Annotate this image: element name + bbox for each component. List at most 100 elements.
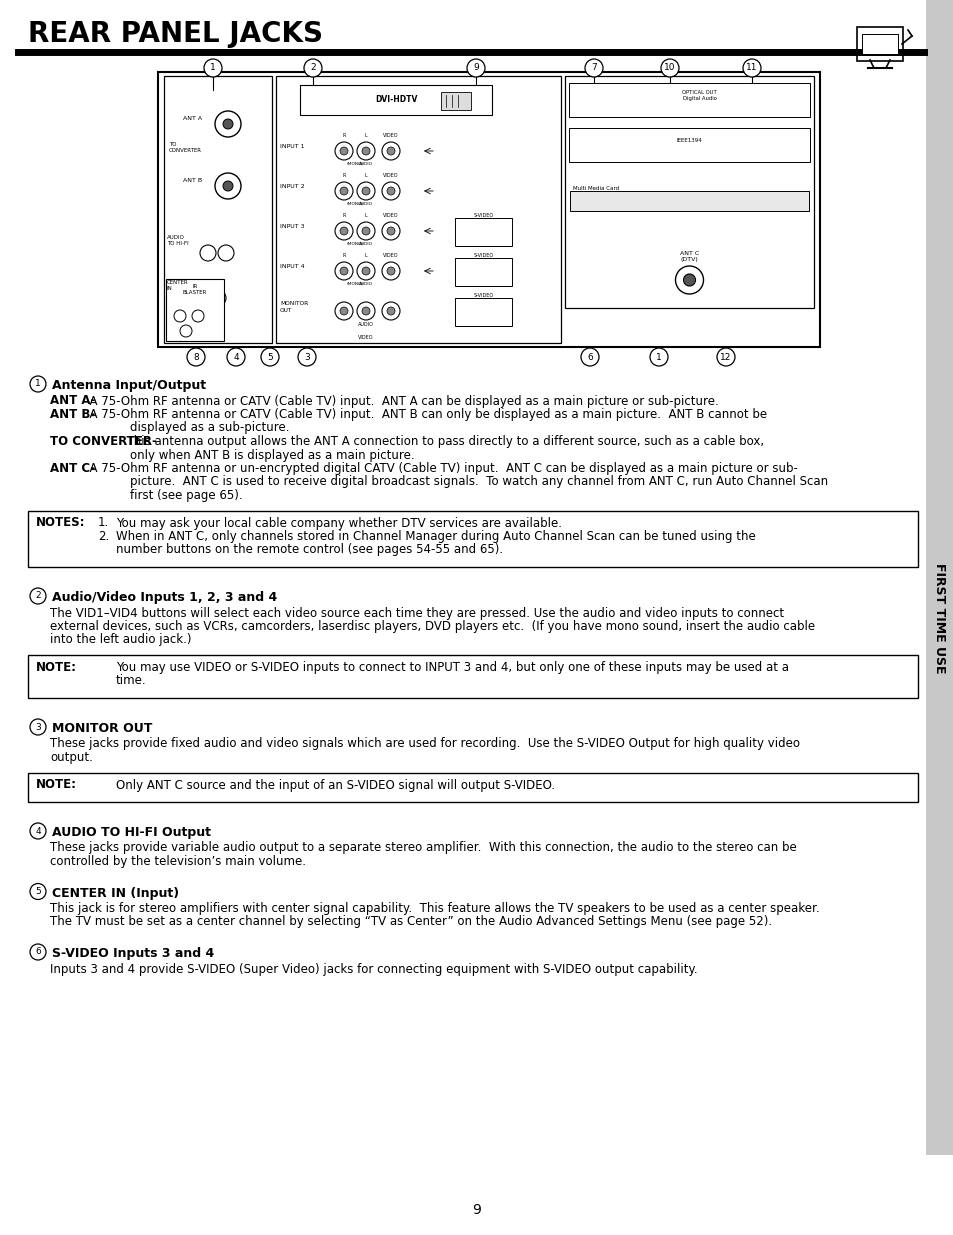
- FancyBboxPatch shape: [275, 77, 560, 343]
- Circle shape: [200, 245, 215, 261]
- Text: ANT A: ANT A: [183, 116, 202, 121]
- Circle shape: [742, 59, 760, 77]
- Text: 1: 1: [210, 63, 215, 73]
- Text: first (see page 65).: first (see page 65).: [130, 489, 242, 501]
- Circle shape: [180, 325, 192, 337]
- FancyBboxPatch shape: [564, 77, 813, 308]
- Text: 11: 11: [745, 63, 757, 73]
- Text: L: L: [364, 212, 367, 219]
- Circle shape: [717, 348, 734, 366]
- Text: 6: 6: [35, 947, 41, 956]
- Circle shape: [356, 303, 375, 320]
- Text: 8: 8: [193, 352, 198, 362]
- Text: 1.: 1.: [98, 516, 110, 530]
- FancyBboxPatch shape: [28, 773, 917, 802]
- Text: 9: 9: [473, 63, 478, 73]
- Text: AUDIO: AUDIO: [358, 203, 373, 206]
- Circle shape: [580, 348, 598, 366]
- Circle shape: [30, 719, 46, 735]
- FancyBboxPatch shape: [455, 258, 512, 287]
- FancyBboxPatch shape: [568, 83, 809, 117]
- Text: VIDEO: VIDEO: [383, 212, 398, 219]
- Text: When in ANT C, only channels stored in Channel Manager during Auto Channel Scan : When in ANT C, only channels stored in C…: [116, 530, 755, 543]
- FancyBboxPatch shape: [28, 510, 917, 567]
- Text: L: L: [364, 173, 367, 178]
- Circle shape: [173, 310, 186, 322]
- FancyBboxPatch shape: [455, 219, 512, 246]
- Text: R: R: [342, 212, 345, 219]
- Text: CENTER
IN: CENTER IN: [167, 280, 189, 291]
- Text: 5: 5: [35, 887, 41, 897]
- Circle shape: [210, 290, 226, 306]
- FancyBboxPatch shape: [568, 128, 809, 162]
- Circle shape: [214, 173, 241, 199]
- Circle shape: [30, 944, 46, 960]
- Text: CENTER IN (Input): CENTER IN (Input): [52, 887, 179, 899]
- FancyBboxPatch shape: [299, 85, 492, 115]
- Circle shape: [261, 348, 278, 366]
- Text: (MONO): (MONO): [346, 162, 363, 165]
- FancyBboxPatch shape: [166, 279, 224, 341]
- Text: 7: 7: [591, 63, 597, 73]
- Text: ANT B-: ANT B-: [50, 408, 95, 421]
- Text: AUDIO: AUDIO: [358, 162, 373, 165]
- Circle shape: [304, 59, 322, 77]
- Circle shape: [675, 266, 702, 294]
- Text: Multi Media Card: Multi Media Card: [573, 186, 618, 191]
- Text: ANT C-: ANT C-: [50, 462, 95, 475]
- FancyBboxPatch shape: [28, 655, 917, 698]
- Text: 3: 3: [304, 352, 310, 362]
- Text: ANT B: ANT B: [183, 179, 202, 184]
- Text: IR
BLASTER: IR BLASTER: [183, 284, 207, 295]
- Circle shape: [381, 303, 399, 320]
- Circle shape: [335, 222, 353, 240]
- Circle shape: [660, 59, 679, 77]
- Circle shape: [361, 308, 370, 315]
- Circle shape: [204, 59, 222, 77]
- Text: INPUT 2: INPUT 2: [280, 184, 304, 189]
- Circle shape: [223, 182, 233, 191]
- Circle shape: [223, 119, 233, 128]
- Text: TO
CONVERTER: TO CONVERTER: [169, 142, 202, 153]
- Circle shape: [192, 310, 204, 322]
- Text: These jacks provide variable audio output to a separate stereo amplifier.  With : These jacks provide variable audio outpu…: [50, 841, 796, 855]
- Text: ANT C
(DTV): ANT C (DTV): [679, 251, 699, 262]
- Text: 4: 4: [233, 352, 238, 362]
- Circle shape: [387, 308, 395, 315]
- Text: MONITOR
OUT: MONITOR OUT: [280, 301, 308, 312]
- Text: This antenna output allows the ANT A connection to pass directly to a different : This antenna output allows the ANT A con…: [119, 435, 763, 448]
- FancyBboxPatch shape: [158, 72, 820, 347]
- Circle shape: [339, 227, 348, 235]
- Circle shape: [361, 186, 370, 195]
- FancyBboxPatch shape: [440, 91, 471, 110]
- Text: displayed as a sub-picture.: displayed as a sub-picture.: [130, 421, 289, 435]
- Circle shape: [339, 186, 348, 195]
- Text: AUDIO: AUDIO: [357, 322, 374, 327]
- Circle shape: [187, 348, 205, 366]
- Text: OPTICAL OUT
Digital Audio: OPTICAL OUT Digital Audio: [681, 90, 716, 101]
- Circle shape: [339, 267, 348, 275]
- Text: controlled by the television’s main volume.: controlled by the television’s main volu…: [50, 855, 306, 868]
- Text: You may use VIDEO or S-VIDEO inputs to connect to INPUT 3 and 4, but only one of: You may use VIDEO or S-VIDEO inputs to c…: [116, 661, 788, 674]
- FancyBboxPatch shape: [856, 27, 902, 61]
- Text: 5: 5: [267, 352, 273, 362]
- Text: NOTE:: NOTE:: [36, 661, 77, 674]
- Text: AUDIO: AUDIO: [358, 242, 373, 246]
- Text: L: L: [364, 133, 367, 138]
- Text: AUDIO TO HI-FI Output: AUDIO TO HI-FI Output: [52, 826, 211, 839]
- Circle shape: [387, 267, 395, 275]
- Text: 2: 2: [35, 592, 41, 600]
- Text: IEEE1394: IEEE1394: [676, 138, 701, 143]
- Circle shape: [297, 348, 315, 366]
- Circle shape: [335, 182, 353, 200]
- Circle shape: [339, 308, 348, 315]
- Text: You may ask your local cable company whether DTV services are available.: You may ask your local cable company whe…: [116, 516, 561, 530]
- Text: (MONO): (MONO): [346, 203, 363, 206]
- Circle shape: [387, 227, 395, 235]
- Text: A 75-Ohm RF antenna or un-encrypted digital CATV (Cable TV) input.  ANT C can be: A 75-Ohm RF antenna or un-encrypted digi…: [82, 462, 797, 475]
- Circle shape: [339, 147, 348, 156]
- Text: The VID1–VID4 buttons will select each video source each time they are pressed. : The VID1–VID4 buttons will select each v…: [50, 606, 783, 620]
- Text: DVI-HDTV: DVI-HDTV: [375, 95, 416, 105]
- Circle shape: [335, 142, 353, 161]
- Circle shape: [387, 147, 395, 156]
